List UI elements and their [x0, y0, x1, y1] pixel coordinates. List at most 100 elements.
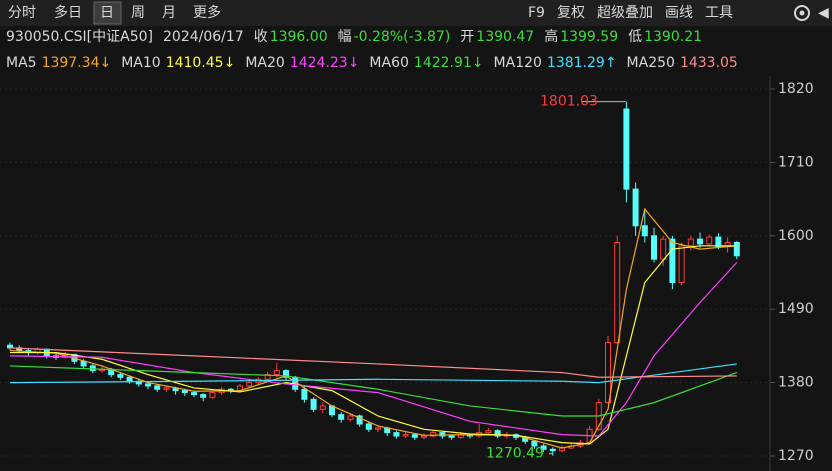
candle-body	[485, 430, 492, 434]
period-tab[interactable]: 更多	[193, 4, 221, 21]
candle-body	[641, 225, 648, 237]
period-tab[interactable]: 多日	[54, 4, 82, 21]
tab-selected-bg	[93, 1, 122, 25]
legend-name: MA60	[369, 55, 408, 71]
candle-body	[347, 415, 354, 420]
plot: 1820 1710 1600 1490 1380 1270 1801.03 1270.49	[0, 81, 814, 464]
period-tab[interactable]: 日	[100, 5, 114, 21]
ma-line	[9, 363, 737, 384]
candle-body	[209, 392, 216, 398]
y-tick-label: 1710	[778, 154, 814, 170]
candle-body	[89, 365, 96, 372]
legend-value: 1422.91↓	[414, 55, 484, 71]
toolbar	[0, 0, 832, 26]
legend-value: 1433.05	[680, 55, 738, 71]
tool-button[interactable]: 复权	[557, 4, 585, 21]
info-row: 930050.CSI[中证A50] 2024/06/17 收 1396.00 幅 -0.2…	[6, 28, 702, 45]
info-code: 930050.CSI[中证A50]	[6, 29, 153, 45]
legend-name: MA20	[245, 55, 284, 71]
tool-button[interactable]: 画线	[665, 5, 693, 21]
candle-body	[421, 435, 427, 438]
candle-body	[310, 398, 317, 410]
y-tick-label: 1490	[778, 301, 814, 317]
more-icon[interactable]: ◀	[818, 5, 829, 21]
y-tick-label: 1380	[778, 375, 814, 391]
candle-body	[273, 370, 280, 376]
ma-line	[9, 262, 738, 437]
info-close-label: 收	[254, 29, 268, 45]
candle-body	[319, 405, 326, 410]
info-close: 1396.00	[270, 29, 328, 45]
info-high: 1399.59	[560, 29, 618, 45]
legend-value: 1397.34↓	[42, 55, 112, 71]
info-change-label: 幅	[338, 29, 352, 45]
y-tick-label: 1600	[778, 228, 814, 244]
info-high-label: 高	[544, 28, 558, 45]
tool-button[interactable]: 超级叠加	[597, 5, 653, 21]
y-tick-label: 1820	[778, 81, 814, 97]
candle-body	[540, 445, 547, 450]
candle-body	[494, 430, 501, 437]
tool-button[interactable]: F9	[528, 5, 545, 21]
candle-body	[623, 108, 630, 190]
legend-value: 1410.45↓	[166, 55, 236, 71]
tool-button[interactable]: 工具	[705, 5, 733, 21]
candle-body	[356, 415, 363, 425]
ma-row: MA5 1397.34↓ MA10 1410.45↓ MA20 1424.23↓ MA60 1…	[6, 55, 738, 71]
period-tab[interactable]: 分时	[8, 5, 36, 21]
candle-body	[117, 374, 124, 378]
candle-body	[191, 392, 197, 396]
period-tab[interactable]: 月	[162, 5, 176, 21]
candle-body	[365, 423, 372, 430]
candle-body	[402, 434, 409, 437]
candle-body	[163, 387, 170, 390]
info-open-label: 开	[460, 29, 474, 45]
candle-body	[283, 370, 289, 378]
candle-body	[697, 238, 703, 245]
ma-line	[10, 245, 737, 445]
legend-name: MA120	[494, 55, 542, 71]
candle-body	[669, 238, 676, 284]
legend-name: MA5	[6, 55, 37, 71]
info-low-label: 低	[628, 29, 642, 45]
candle-body	[154, 385, 161, 390]
period-tab[interactable]: 周	[131, 5, 145, 21]
candle-body	[145, 383, 151, 387]
candle-body	[448, 435, 455, 438]
legend-name: MA250	[627, 55, 675, 71]
ma-line	[9, 207, 737, 449]
settings-icon[interactable]	[794, 5, 810, 21]
high-annotation: 1801.03	[540, 94, 598, 110]
info-open: 1390.47	[476, 29, 534, 45]
candle-body	[549, 448, 556, 452]
ma-line	[9, 347, 737, 378]
info-date: 2024/06/17	[163, 29, 244, 45]
candle-body	[264, 374, 271, 380]
period-tabs: 分时 多日 日 周 月 更多	[8, 1, 221, 25]
y-tick-label: 1270	[778, 448, 814, 464]
candle-body	[605, 342, 611, 404]
candle-body	[246, 382, 253, 387]
candle-body	[733, 241, 740, 257]
candle-body	[393, 432, 400, 437]
legend-name: MA10	[121, 55, 160, 71]
candle-body	[651, 235, 657, 260]
candle-body	[411, 434, 418, 438]
low-annotation: 1270.49	[486, 446, 544, 462]
candle-body	[706, 236, 713, 245]
candle-body	[430, 432, 437, 437]
info-low: 1390.21	[644, 29, 702, 45]
info-change: -0.28%(-3.87)	[354, 29, 451, 45]
candle-body	[181, 390, 188, 394]
candle-body	[439, 432, 446, 437]
ma-line	[9, 365, 738, 417]
legend-value: 1381.29↑	[547, 55, 617, 71]
candle-body	[375, 427, 381, 430]
candle-body	[687, 238, 694, 247]
candle-body	[531, 440, 538, 447]
candle-body	[660, 238, 667, 260]
candle-body	[614, 241, 621, 344]
legend-value: 1424.23↓	[290, 55, 360, 71]
tool-buttons: F9 复权 超级叠加 画线 工具	[528, 4, 733, 21]
